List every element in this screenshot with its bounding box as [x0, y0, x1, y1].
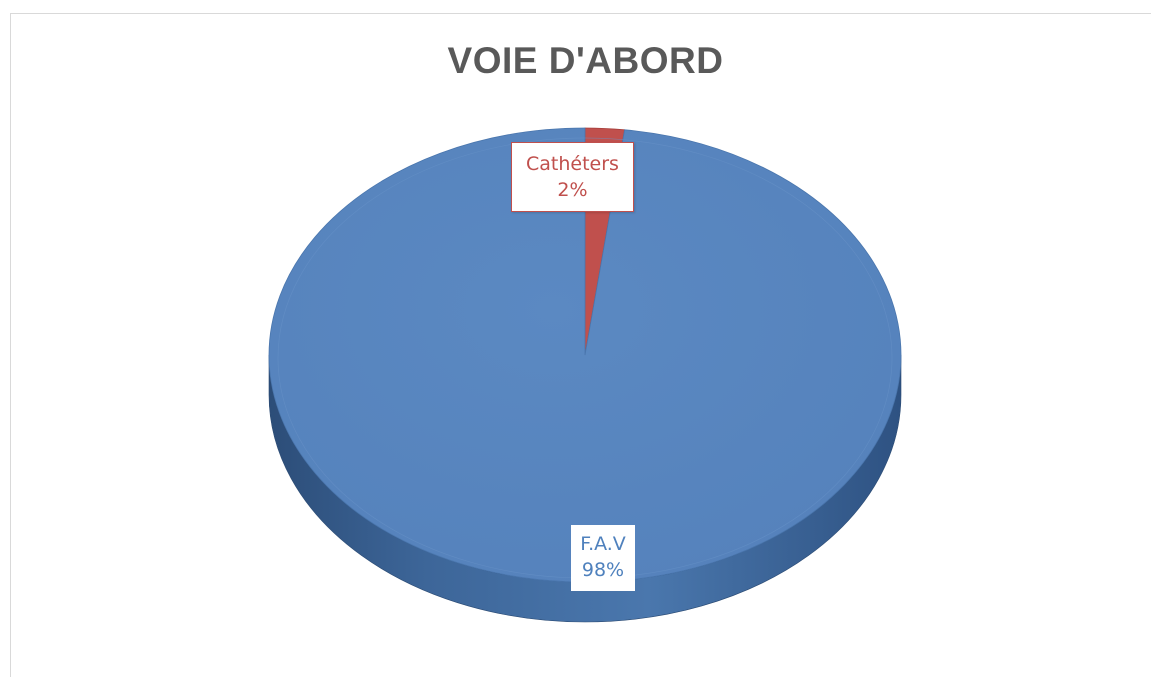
chart-title: VOIE D'ABORD [447, 40, 724, 81]
pie-group [268, 127, 902, 623]
data-label-catheters-category: Cathéters [526, 153, 619, 175]
data-label-catheters-value: 2% [557, 179, 588, 201]
data-label-fav-category: F.A.V [580, 533, 626, 555]
data-label-fav-value: 98% [581, 559, 625, 581]
data-label-catheters: Cathéters 2% [511, 142, 634, 212]
data-label-fav: F.A.V 98% [571, 525, 635, 591]
pie-slice-f-a-v [268, 127, 902, 583]
